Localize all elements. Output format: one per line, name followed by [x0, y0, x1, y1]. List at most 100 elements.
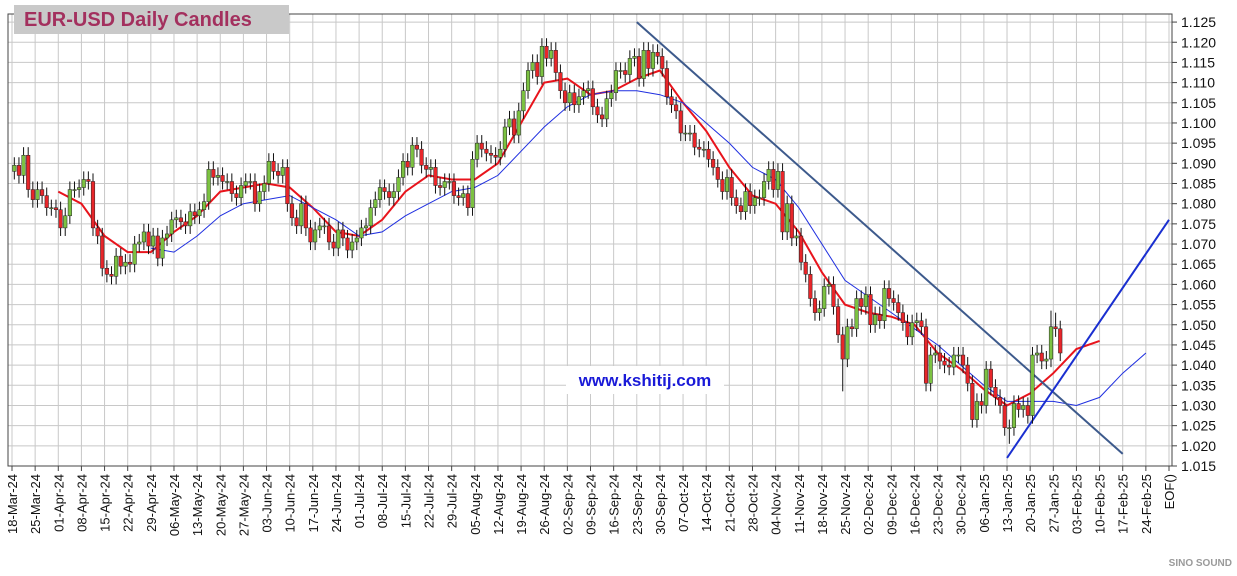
candle-body	[81, 179, 86, 188]
watermark-box	[566, 366, 724, 394]
candle-body	[183, 221, 188, 227]
candle-body	[40, 189, 45, 196]
candle-body	[877, 314, 882, 321]
candle-body	[785, 203, 790, 233]
candle-body	[993, 387, 998, 398]
x-tick-label: 09-Sep-24	[584, 474, 599, 535]
candle-body	[118, 255, 123, 267]
candle-body	[317, 225, 322, 231]
candle-body	[174, 217, 179, 221]
x-tick-label: 14-Oct-24	[699, 474, 714, 532]
candle-body	[984, 368, 989, 406]
candle-body	[368, 207, 373, 227]
candle-body	[95, 227, 100, 237]
x-tick-label: 24-Jun-24	[329, 474, 344, 533]
candle-body	[67, 189, 72, 217]
candle-body	[488, 152, 494, 156]
x-tick-label: 25-Mar-24	[28, 474, 43, 534]
candle-body	[266, 161, 271, 184]
candle-body	[141, 231, 146, 243]
x-tick-label: 17-Feb-25	[1116, 474, 1131, 534]
candle-body	[576, 96, 581, 106]
candle-body	[30, 189, 35, 200]
y-tick-label: 1.035	[1181, 377, 1216, 393]
candles	[12, 38, 1063, 444]
y-tick-label: 1.120	[1181, 34, 1216, 50]
candle-body	[331, 241, 336, 249]
candle-body	[262, 183, 267, 192]
y-tick-label: 1.085	[1181, 176, 1216, 192]
candle-body	[937, 352, 942, 362]
candle-body	[21, 155, 26, 176]
candle-body	[845, 326, 850, 360]
candle-body	[1007, 427, 1012, 429]
candle-body	[711, 159, 716, 168]
candle-body	[799, 235, 804, 263]
x-tick-label: 20-Jan-25	[1023, 474, 1038, 533]
x-tick-label: 05-Aug-24	[468, 474, 483, 535]
candle-body	[808, 274, 813, 299]
candle-body	[114, 255, 119, 277]
x-tick-label: 15-Jul-24	[398, 474, 413, 528]
watermark: www.kshitij.com	[578, 371, 712, 390]
chart-title: EUR-USD Daily Candles	[24, 9, 252, 31]
y-tick-label: 1.070	[1181, 236, 1216, 252]
candle-body	[377, 187, 382, 200]
candle-body	[951, 354, 956, 368]
candle-body	[525, 70, 531, 91]
candle-body	[836, 306, 841, 336]
candle-body	[942, 360, 947, 366]
candle-body	[896, 302, 901, 313]
candle-body	[345, 237, 350, 251]
candle-body	[35, 189, 40, 200]
candle-body	[544, 46, 549, 59]
candle-body	[549, 50, 554, 59]
x-tick-label: 01-Jul-24	[352, 474, 367, 528]
x-tick-label: 28-Oct-24	[745, 474, 760, 532]
candle-body	[498, 148, 503, 158]
candle-body	[965, 364, 970, 384]
candle-body	[748, 191, 753, 206]
candle-body	[919, 320, 924, 328]
candle-body	[581, 90, 586, 97]
x-tick-label: 18-Mar-24	[5, 474, 20, 534]
candle-body	[956, 354, 961, 357]
candle-body	[831, 284, 836, 307]
candle-body	[308, 227, 313, 243]
candle-body	[326, 225, 332, 243]
candle-body	[595, 106, 600, 116]
candle-body	[1016, 403, 1021, 410]
y-tick-label: 1.015	[1181, 458, 1216, 474]
candle-body	[363, 225, 369, 229]
x-tick-label: 27-Jan-25	[1046, 474, 1061, 533]
candle-body	[424, 165, 429, 170]
y-tick-label: 1.025	[1181, 418, 1216, 434]
candle-body	[928, 354, 933, 384]
candle-body	[886, 288, 892, 299]
candle-body	[794, 235, 799, 239]
candle-body	[900, 312, 905, 323]
candle-body	[160, 237, 165, 259]
logo: SINO SOUND	[1169, 558, 1232, 569]
candle-body	[252, 181, 258, 204]
candle-body	[188, 211, 193, 227]
candle-body	[521, 90, 526, 112]
candle-body	[697, 146, 702, 150]
y-tick-label: 1.030	[1181, 397, 1216, 413]
moving-average	[150, 90, 1147, 407]
y-tick-label: 1.080	[1181, 196, 1216, 212]
candle-body	[780, 171, 785, 233]
x-tick-label: EOF()	[1162, 474, 1177, 509]
candle-body	[123, 261, 128, 267]
candle-body	[470, 159, 475, 208]
candle-body	[627, 58, 632, 75]
candle-body	[766, 169, 771, 182]
candle-body	[586, 88, 591, 91]
candle-body	[322, 225, 327, 228]
candle-body	[90, 181, 96, 229]
x-tick-label: 17-Jun-24	[306, 474, 321, 533]
x-tick-label: 09-Dec-24	[884, 474, 899, 535]
candle-body	[535, 62, 540, 77]
x-tick-label: 01-Apr-24	[51, 474, 66, 532]
